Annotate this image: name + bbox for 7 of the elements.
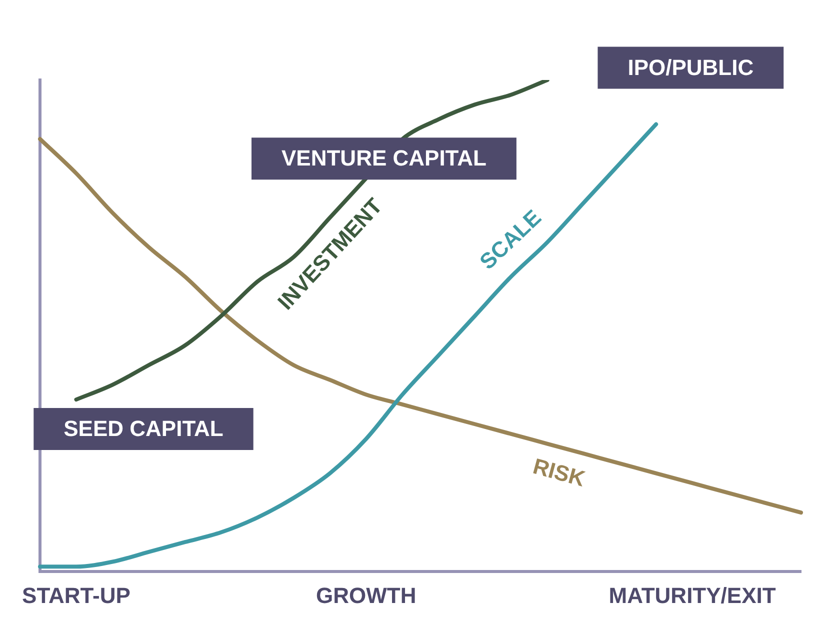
x-tick-label: GROWTH xyxy=(316,582,416,608)
x-tick-label: START-UP xyxy=(22,582,130,608)
x-tick-label: MATURITY/EXIT xyxy=(608,582,776,608)
annotation: SEED CAPITAL xyxy=(64,416,224,442)
annotation: VENTURE CAPITAL xyxy=(282,146,486,171)
text: RISK xyxy=(530,453,588,492)
text: IPO/PUBLIC xyxy=(628,54,754,80)
